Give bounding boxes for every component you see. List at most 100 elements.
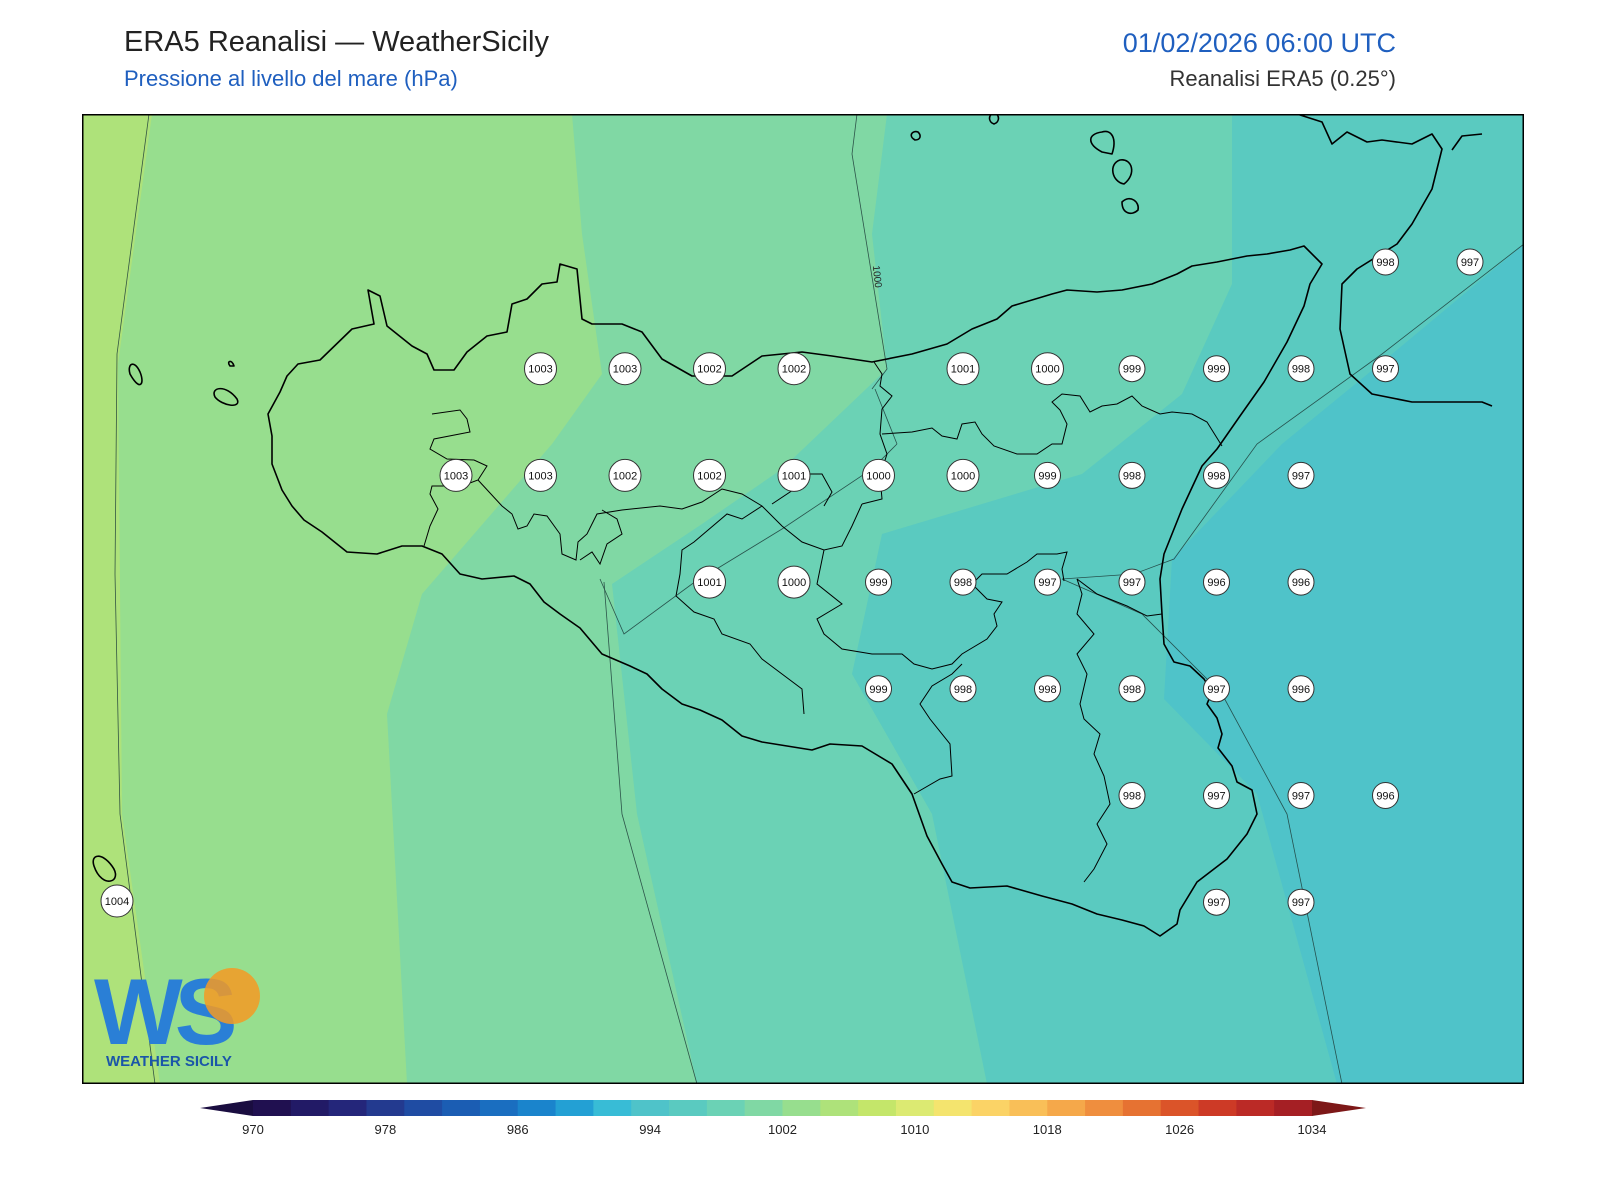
- colorbar-cell: [1274, 1100, 1313, 1116]
- station-value: 1000: [951, 470, 975, 482]
- colorbar-cell: [971, 1100, 1010, 1116]
- station-circle: [439, 458, 473, 492]
- colorbar-tick-label: 986: [507, 1122, 529, 1137]
- station-circle: [1287, 568, 1315, 596]
- station-circle: [777, 565, 811, 599]
- station-marker: 998: [1372, 248, 1399, 276]
- colorbar-cells: [253, 1100, 1313, 1116]
- colorbar-cell: [517, 1100, 557, 1116]
- logo-name: WEATHER SICILY: [106, 1053, 232, 1070]
- station-value: 1000: [1035, 364, 1059, 376]
- station-marker: 997: [1118, 568, 1146, 596]
- station-marker: 1000: [777, 565, 811, 599]
- station-value: 997: [1207, 791, 1225, 803]
- station-marker: 998: [1118, 675, 1146, 703]
- station-value: 997: [1207, 684, 1225, 696]
- station-circle: [1287, 675, 1315, 703]
- colorbar-cell: [1236, 1100, 1275, 1116]
- colorbar-cell: [895, 1100, 935, 1116]
- station-marker: 1004: [100, 884, 134, 918]
- station-circle: [1118, 461, 1146, 489]
- station-circle: [1203, 782, 1230, 809]
- station-value: 998: [1376, 257, 1394, 269]
- isobar-label: 1000: [870, 265, 883, 289]
- station-value: 999: [1123, 364, 1141, 376]
- colorbar-cell: [555, 1100, 594, 1116]
- station-marker: 997: [1203, 675, 1230, 703]
- logo: WS WEATHER SICILY: [94, 959, 260, 1070]
- pressure-map: 1000: [82, 114, 1524, 1084]
- station-value: 999: [1038, 470, 1056, 482]
- station-marker: 998: [1287, 355, 1315, 383]
- station-marker: 1002: [693, 352, 726, 386]
- station-circle: [1372, 248, 1399, 276]
- colorbar-tick-label: 1026: [1165, 1122, 1194, 1137]
- station-marker: 998: [949, 675, 977, 703]
- map-title: ERA5 Reanalisi — WeatherSicily: [124, 26, 549, 58]
- colorbar-tick-label: 1018: [1033, 1122, 1062, 1137]
- station-circle: [1287, 461, 1315, 489]
- colorbar-cell: [744, 1100, 783, 1116]
- station-value: 998: [1123, 470, 1141, 482]
- station-circle: [1031, 352, 1064, 386]
- station-marker: 997: [1287, 461, 1315, 489]
- station-circle: [608, 458, 642, 492]
- station-marker: 998: [1203, 461, 1230, 489]
- station-marker: 1003: [524, 458, 557, 492]
- station-circle: [524, 458, 557, 492]
- station-value: 1002: [782, 364, 806, 376]
- station-circle: [1287, 355, 1315, 383]
- colorbar-cell: [782, 1100, 821, 1116]
- colorbar-cell: [933, 1100, 973, 1116]
- station-value: 997: [1207, 897, 1225, 909]
- station-circle: [862, 458, 895, 492]
- station-marker: 1003: [524, 352, 557, 386]
- colorbar-cell: [479, 1100, 519, 1116]
- colorbar-cell: [593, 1100, 632, 1116]
- station-circle: [946, 352, 980, 386]
- station-marker: 999: [865, 675, 892, 703]
- station-circle: [1034, 675, 1061, 703]
- colorbar-extend-low: [200, 1100, 253, 1116]
- station-value: 996: [1207, 577, 1225, 589]
- colorbar-cell: [706, 1100, 746, 1116]
- station-value: 997: [1292, 897, 1310, 909]
- station-marker: 998: [949, 568, 977, 596]
- station-value: 997: [1123, 577, 1141, 589]
- station-value: 999: [869, 684, 887, 696]
- station-circle: [949, 568, 977, 596]
- station-circle: [693, 352, 726, 386]
- station-circle: [777, 458, 811, 492]
- station-circle: [777, 352, 811, 386]
- station-value: 1000: [782, 577, 806, 589]
- station-circle: [1203, 461, 1230, 489]
- station-value: 997: [1376, 364, 1394, 376]
- station-circle: [1203, 355, 1230, 383]
- colorbar-cell: [820, 1100, 859, 1116]
- station-circle: [1118, 675, 1146, 703]
- station-value: 997: [1461, 257, 1479, 269]
- colorbar-cell: [404, 1100, 443, 1116]
- colorbar-extend-high: [1312, 1100, 1366, 1116]
- station-marker: 1000: [1031, 352, 1064, 386]
- station-circle: [949, 675, 977, 703]
- station-circle: [693, 458, 726, 492]
- station-value: 1003: [528, 364, 552, 376]
- station-value: 1001: [951, 364, 975, 376]
- station-value: 997: [1038, 577, 1056, 589]
- station-markers: 998 997 1003 1003 1002 1002 1001 1000 999 999 998 9…: [100, 248, 1484, 918]
- colorbar-cell: [253, 1100, 292, 1116]
- station-marker: 1002: [693, 458, 726, 492]
- colorbar-tick-label: 970: [242, 1122, 264, 1137]
- station-marker: 998: [1118, 461, 1146, 489]
- pressure-field: 1000: [82, 114, 1524, 1084]
- station-marker: 999: [1203, 355, 1230, 383]
- station-circle: [865, 675, 892, 703]
- colorbar-tick-label: 994: [639, 1122, 661, 1137]
- band-5: [1164, 244, 1524, 1084]
- colorbar-cell: [328, 1100, 367, 1116]
- coastline: [92, 114, 1493, 937]
- station-marker: 1000: [946, 458, 980, 492]
- station-marker: 997: [1203, 888, 1230, 916]
- station-circle: [1287, 782, 1315, 809]
